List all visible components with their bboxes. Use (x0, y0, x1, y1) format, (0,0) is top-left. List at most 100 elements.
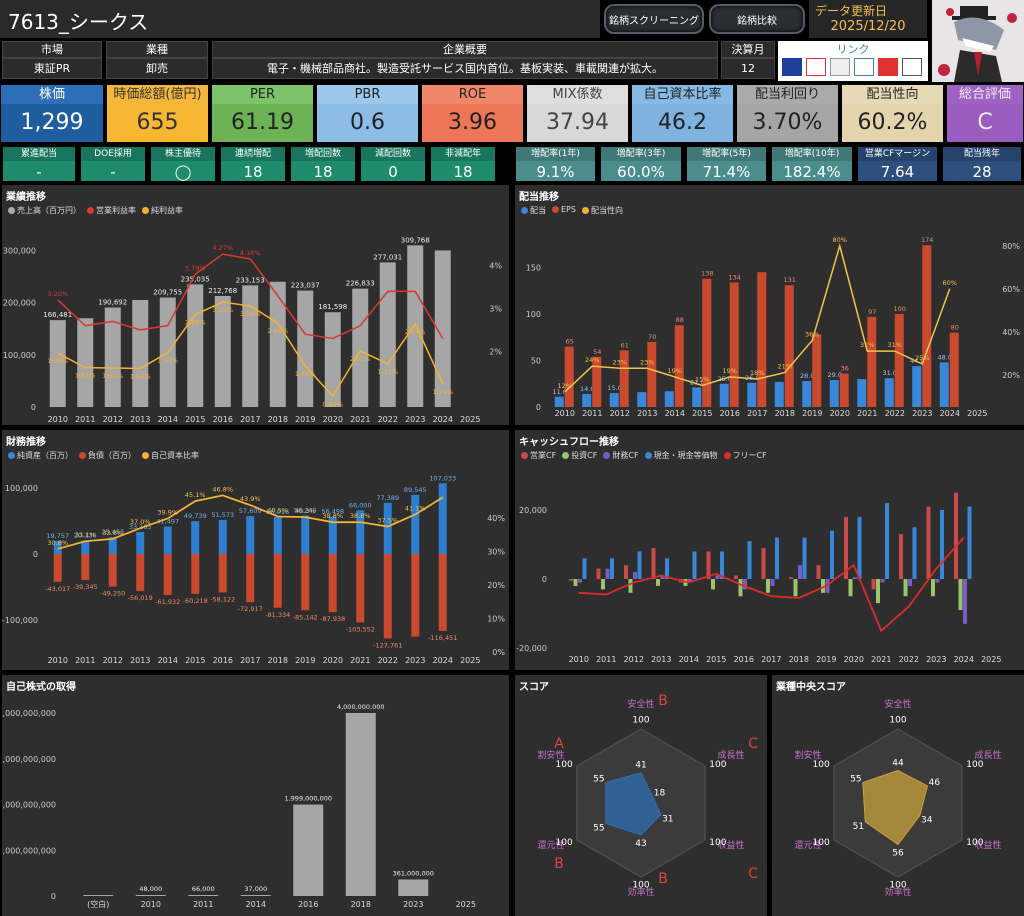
equity-bar (301, 515, 310, 554)
eps-label: 100 (894, 305, 906, 313)
minkabu-link-icon[interactable] (878, 58, 898, 76)
mini-kpi-label: 増配率(3年) (601, 147, 681, 161)
equity-bar (356, 510, 365, 554)
fin-cf-bar (578, 579, 582, 583)
eps-label: 61 (621, 341, 629, 349)
eps-label: 65 (566, 338, 574, 346)
kpi-label: PBR (317, 85, 418, 104)
x-tick-label: 2025 (460, 415, 480, 424)
x-tick-label: 2023 (405, 415, 425, 424)
inv-cf-bar (821, 579, 825, 593)
x-tick-label: 2018 (775, 409, 795, 418)
y2-tick-label: 40% (1002, 328, 1020, 337)
x-tick-label: 2024 (433, 415, 453, 424)
y-tick-label: 300,000 (3, 246, 36, 255)
y2-tick-label: 60% (1002, 285, 1020, 294)
y-tick-label: 100,000 (5, 484, 38, 493)
screening-button[interactable]: 銘柄スクリーニング (604, 4, 704, 34)
eps-bar (867, 316, 877, 407)
margin-label: 3.20% (47, 290, 68, 298)
equity-label: 41,497 (156, 518, 179, 526)
sales-bar (214, 295, 231, 407)
avatar (932, 0, 1024, 82)
eps-bar (839, 373, 849, 407)
sales-bar-label: 223,037 (291, 282, 320, 290)
margin-label: 2.01% (350, 355, 371, 363)
equity-label: 51,573 (211, 511, 234, 519)
links-header: リンク (836, 43, 870, 56)
equity-bar (108, 537, 117, 554)
y2-tick-label: 20% (487, 581, 505, 590)
op-cf-bar (734, 575, 738, 579)
buyback-label: 1,999,000,000 (284, 795, 332, 803)
dividend-bar (582, 393, 592, 407)
inv-cf-bar (793, 579, 798, 597)
mini-kpi-card: DOE採用 - (80, 146, 146, 182)
radar-value-label: 31 (662, 814, 673, 824)
legend-net-margin: 純利益率 (151, 206, 183, 215)
equity-ratio-label: 43.9% (240, 495, 261, 503)
sales-bar (269, 281, 286, 407)
kpi-label: 総合評価 (947, 85, 1023, 104)
shikiho-link-icon[interactable] (830, 58, 850, 76)
y-tick-label: 150 (526, 264, 541, 273)
x-tick-label: 2025 (967, 409, 987, 418)
x-tick-label: 2025 (460, 656, 480, 665)
dividend-bar (884, 378, 894, 407)
inv-cf-bar (711, 579, 715, 590)
mini-kpi-card: 営業CFマージン 7.64 (857, 146, 938, 182)
y2-tick-label: 10% (487, 615, 505, 624)
equity-ratio-label: 33.8% (102, 529, 123, 537)
kpi-label: ROE (422, 85, 523, 104)
liability-label: -81,334 (265, 611, 290, 619)
equity-ratio-label: 30.8% (47, 539, 68, 547)
y2-tick-label: 3% (489, 305, 502, 314)
sales-bar-label: 166,481 (43, 311, 72, 319)
x-tick-label: 2010 (569, 655, 589, 664)
mini-kpi-value: 0 (388, 163, 398, 181)
mini-kpi-value: 182.4% (783, 163, 841, 181)
radar-axis-label: 効率性 (627, 886, 654, 898)
yutai-link-icon[interactable] (902, 58, 922, 76)
radar-axis-label: 還元性 (537, 839, 564, 851)
radar-max-label: 100 (632, 716, 649, 726)
update-box: データ更新日 2025/12/20 (809, 0, 927, 38)
mini-kpi-value: 9.1% (536, 163, 575, 181)
legend-free-cf: フリーCF (732, 451, 767, 460)
sales-bar-label: 190,692 (98, 298, 127, 306)
finance-chart: -100,000 0 100,000 0% 10% 20% 30% 40% 2010 2011 20… (2, 474, 505, 665)
mini-kpi-card: 増配率(1年) 9.1% (515, 146, 596, 182)
x-tick-label: (空白) (87, 899, 109, 909)
fiscal-header: 決算月 (721, 41, 775, 58)
kpi-card: ROE 3.96 (421, 84, 524, 142)
margin-label: 3.79% (185, 264, 206, 272)
compare-button[interactable]: 銘柄比較 (709, 4, 805, 34)
legend-dividend: 配当 (530, 206, 546, 215)
dividend-bar (554, 396, 564, 407)
y-tick-label: 3,000,000,000 (2, 755, 56, 764)
fin-cf-bar (853, 577, 857, 579)
x-tick-label: 2010 (48, 415, 68, 424)
legend-sales: 売上高（百万円） (17, 206, 81, 215)
chart-link-icon[interactable] (854, 58, 874, 76)
ir-bank-link-icon[interactable] (782, 58, 802, 76)
dividend-label: 26.0 (745, 374, 759, 382)
dividend-label: 14.0 (580, 385, 594, 393)
legend-eps: EPS (561, 205, 576, 214)
liability-bar (438, 554, 447, 631)
fin-cf-bar (908, 579, 912, 586)
payout-line (564, 242, 951, 393)
buyback-bar (398, 879, 429, 896)
buyback-bar (293, 804, 324, 896)
buyback-label: 48,000 (139, 885, 162, 893)
radar-value-label: 55 (850, 775, 861, 785)
kabutan-link-icon[interactable] (806, 58, 826, 76)
payout-label: 36% (805, 330, 819, 338)
payout-label: 18% (750, 369, 764, 377)
equity-bar (163, 526, 172, 554)
y-tick-label: 200,000 (3, 299, 36, 308)
mini-kpi-card: 減配回数 0 (360, 146, 426, 182)
radar-axis-label: 割安性 (794, 749, 821, 761)
x-tick-label: 2016 (720, 409, 740, 418)
kpi-label: 配当性向 (842, 85, 943, 104)
